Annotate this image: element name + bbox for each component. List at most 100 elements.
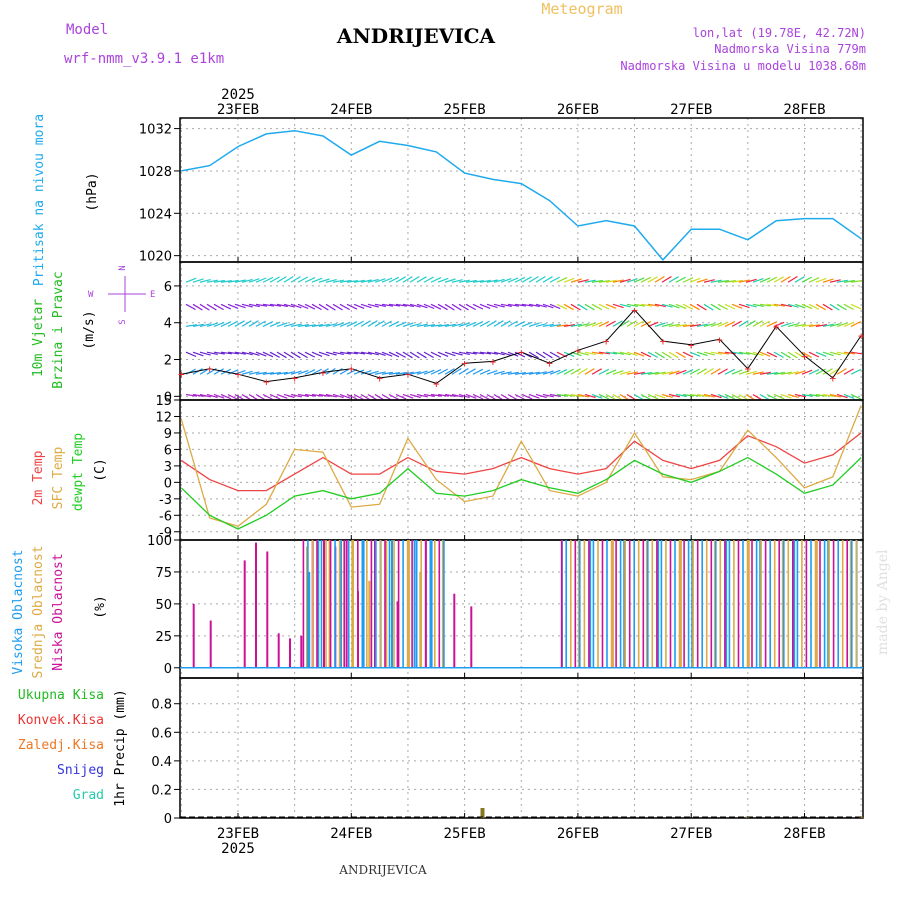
wind-barb <box>829 351 841 356</box>
date-label-bottom: 23FEB <box>217 826 259 842</box>
wind-barb <box>661 275 672 283</box>
wind-barb <box>241 320 252 327</box>
wind-barb <box>227 320 238 327</box>
wind-barb <box>787 323 799 327</box>
wind-barb <box>780 351 791 359</box>
cloud-bar <box>715 540 717 668</box>
wind-barb <box>696 351 708 357</box>
cloud-bar <box>606 540 608 668</box>
cloud-bar <box>385 540 388 668</box>
wind-barb <box>367 278 379 283</box>
wind-barb <box>416 370 428 375</box>
cloud-bar <box>592 540 595 668</box>
wind-barb <box>752 303 764 307</box>
cloud-bar <box>424 540 427 668</box>
wind-barb <box>248 371 260 375</box>
wind-barb <box>563 324 575 327</box>
wind-barb <box>402 371 414 375</box>
wind-unit: (m/s) <box>82 310 97 349</box>
wind-barb <box>465 303 476 311</box>
cloud-bar <box>642 540 645 668</box>
wind-barb <box>430 393 442 397</box>
wind-barb <box>192 278 204 283</box>
wind-speed-marker: + <box>235 368 242 381</box>
cloud-bar <box>832 540 835 668</box>
wind-barb <box>381 303 393 307</box>
wind-barb <box>395 393 407 400</box>
wind-barb <box>717 279 729 283</box>
wind-barb <box>339 279 351 283</box>
wind-barb <box>444 303 455 311</box>
cloud-bar <box>415 540 418 668</box>
cloud-bar <box>577 540 580 668</box>
wind-barb <box>717 303 728 311</box>
wind-barb <box>584 393 596 399</box>
wind-barb <box>528 322 540 327</box>
wind-barb <box>514 303 526 307</box>
wind-barb <box>542 351 553 359</box>
wind-barb <box>290 351 301 359</box>
cloud-bar <box>769 540 771 668</box>
cloud-bar <box>851 540 853 668</box>
wind-barb <box>374 371 386 375</box>
wind-barb <box>367 320 378 327</box>
wind-barb <box>696 368 707 375</box>
wind-barb <box>486 351 498 355</box>
svg-text:S: S <box>118 319 128 324</box>
cloud-bar <box>827 540 830 668</box>
cloud-bar <box>781 540 784 668</box>
wind-barb <box>304 324 316 327</box>
wind-barb <box>724 351 736 355</box>
wind-barb <box>787 303 799 308</box>
wind-barb <box>556 277 568 283</box>
wind-barb <box>430 369 442 375</box>
cloud-bar <box>583 540 586 668</box>
wind-barb <box>430 351 442 358</box>
cloud-bar <box>320 540 323 668</box>
wind-barb <box>535 393 547 399</box>
wind-barb <box>703 367 714 375</box>
cloud-bar <box>588 540 590 668</box>
wind-barb <box>703 351 715 356</box>
wind-barb <box>682 277 694 283</box>
wind-barb <box>815 303 826 311</box>
wind-barb <box>794 370 806 375</box>
cloud-bar <box>601 540 604 668</box>
cloud-bar <box>306 546 308 668</box>
wind-barb <box>451 279 463 283</box>
wind-barb <box>654 351 665 359</box>
wind-barb <box>549 276 560 283</box>
wind-barb <box>465 279 477 283</box>
wind-barb <box>318 323 330 327</box>
wind-barb <box>675 351 686 359</box>
footer-title: ANDRIJEVICA <box>338 863 427 877</box>
wind-barb <box>206 393 218 399</box>
wind-speed-marker: + <box>263 376 270 389</box>
wind-barb <box>388 276 400 283</box>
cloud-bar <box>325 540 327 668</box>
cloud-label-3: Niska Oblacnost <box>51 553 66 670</box>
wind-barb <box>577 367 588 375</box>
wind-barb <box>234 320 245 327</box>
wind-speed-marker: + <box>631 304 638 317</box>
precip-unit: 1hr Precip (mm) <box>113 689 128 806</box>
wind-barb <box>745 303 757 308</box>
wind-barb <box>283 275 294 283</box>
wind-barb <box>661 303 673 308</box>
wind-barb <box>409 371 421 375</box>
wind-speed-marker: + <box>660 335 667 348</box>
wind-barb <box>437 368 448 375</box>
subtitle: Meteogram <box>541 0 622 18</box>
wind-barb <box>549 369 561 375</box>
wind-barb <box>640 393 652 401</box>
cloud-bar <box>792 540 794 668</box>
wind-barb <box>822 368 833 375</box>
wind-barb <box>668 393 680 398</box>
svg-text:E: E <box>150 290 155 300</box>
wind-barb <box>794 276 805 283</box>
wind-barb <box>689 303 700 311</box>
cloud-bar <box>624 540 626 668</box>
wind-barb <box>850 280 862 283</box>
wind-barb <box>521 303 533 307</box>
wind-barb <box>290 276 301 283</box>
